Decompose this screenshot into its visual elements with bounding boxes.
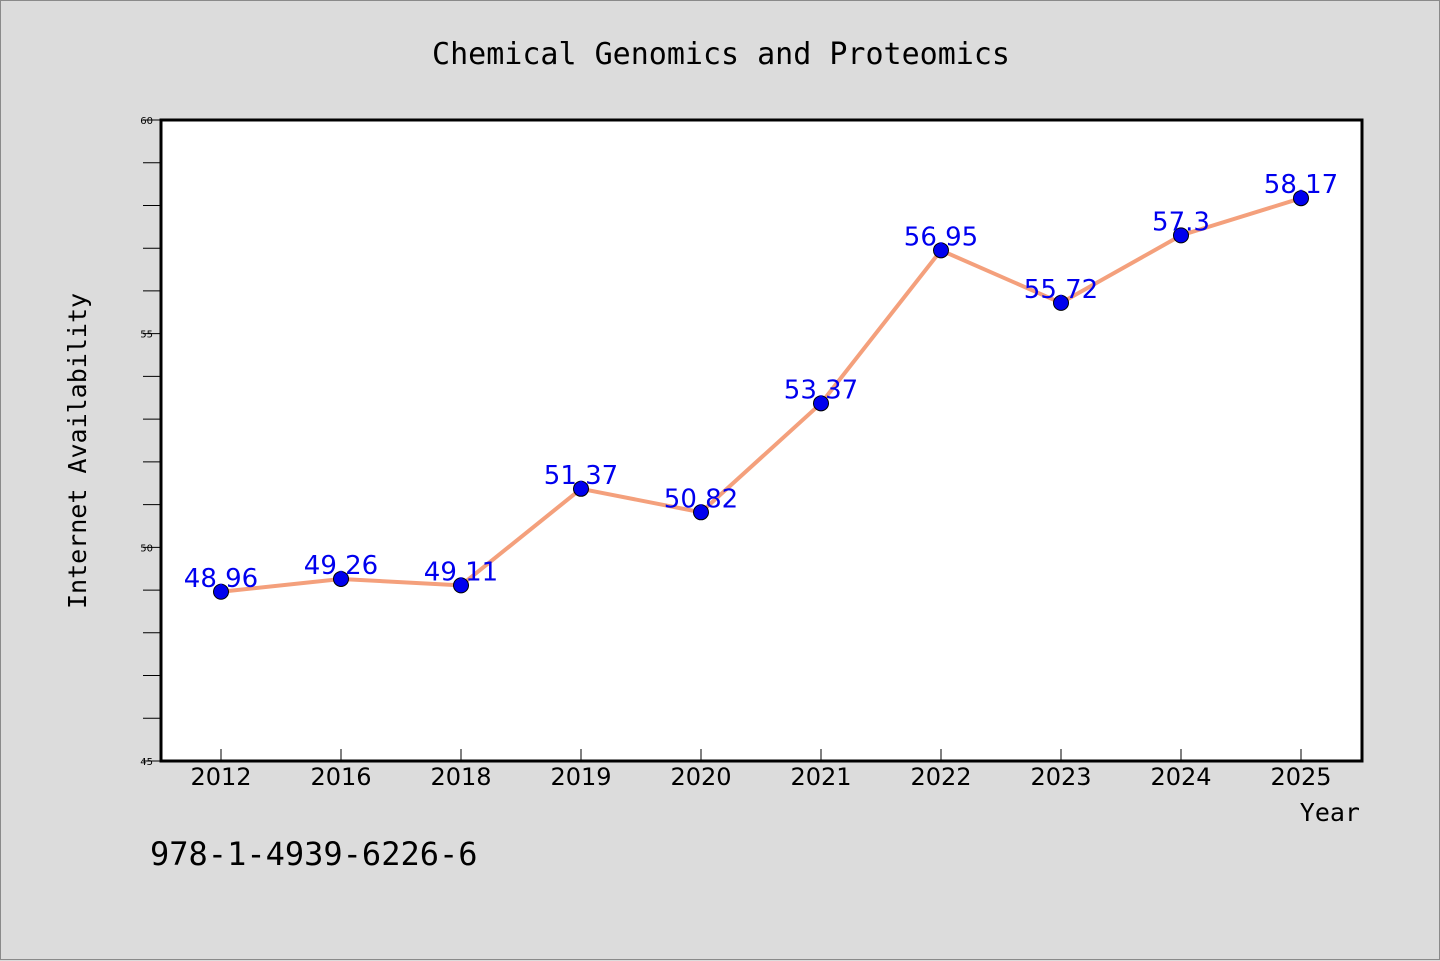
y-tick-label: 50 [140, 543, 153, 554]
data-label: 50.82 [664, 484, 738, 514]
data-label: 57.3 [1152, 207, 1210, 237]
data-labels: 48.96 49.26 49.11 51.37 50.82 53.37 56.95 55.72… [184, 170, 1338, 594]
data-point [573, 480, 589, 497]
series-line [220, 196, 1302, 594]
x-axis: 2012 2016 2018 2019 2020 2021 2022 2023 2024 2025 [190, 749, 1332, 791]
x-tick-label: 2022 [910, 763, 971, 791]
data-label: 55.72 [1024, 275, 1098, 305]
data-label: 49.11 [424, 557, 498, 587]
data-label: 48.96 [184, 564, 258, 594]
y-tick-label: 55 [140, 330, 153, 341]
x-tick-label: 2020 [670, 763, 731, 791]
data-point [453, 577, 469, 594]
data-point [1173, 227, 1189, 244]
data-point [213, 583, 229, 600]
data-point [933, 242, 949, 259]
x-axis-label: Year [1300, 798, 1360, 827]
y-axis-label: Internet Availability [63, 293, 92, 609]
x-tick-label: 2016 [310, 763, 371, 791]
x-tick-label: 2019 [550, 763, 611, 791]
data-point [693, 504, 709, 521]
data-point [333, 570, 349, 587]
y-tick-label: 60 [140, 116, 153, 127]
data-label: 49.26 [304, 551, 378, 581]
isbn-footer: 978-1-4939-6226-6 [150, 835, 478, 873]
data-point [1293, 190, 1309, 207]
plot-area [159, 118, 1364, 763]
data-point [1053, 294, 1069, 311]
x-tick-label: 2018 [430, 763, 491, 791]
data-point [813, 395, 829, 412]
y-axis: 45 50 55 60 [140, 116, 161, 768]
y-tick-label: 45 [140, 757, 153, 768]
chart-title: Chemical Genomics and Proteomics [432, 37, 1010, 72]
x-tick-label: 2012 [190, 763, 251, 791]
x-tick-label: 2021 [790, 763, 851, 791]
x-tick-label: 2023 [1030, 763, 1091, 791]
data-label: 56.95 [904, 222, 978, 252]
x-tick-label: 2024 [1150, 763, 1211, 791]
data-label: 51.37 [544, 461, 618, 491]
data-markers [213, 190, 1309, 600]
x-tick-label: 2025 [1270, 763, 1331, 791]
data-label: 58.17 [1264, 170, 1338, 200]
data-label: 53.37 [784, 375, 858, 405]
